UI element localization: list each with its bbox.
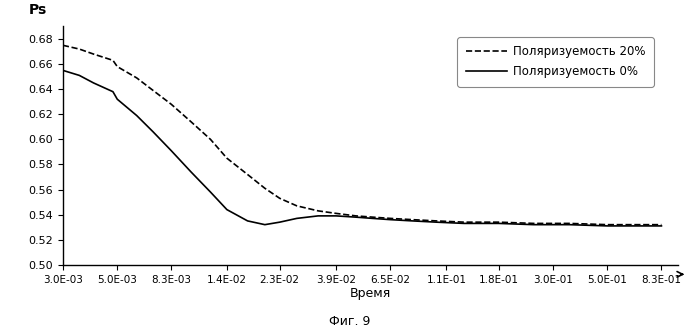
Поляризуемость 0%: [352, 215, 360, 219]
Поляризуемость 20%: [167, 102, 175, 106]
Поляризуемость 0%: [206, 190, 215, 194]
Поляризуемость 0%: [565, 223, 574, 227]
Поляризуемость 0%: [59, 69, 67, 72]
Поляризуемость 20%: [368, 215, 377, 219]
Поляризуемость 0%: [261, 223, 269, 227]
Поляризуемость 20%: [89, 52, 98, 56]
Поляризуемость 20%: [314, 209, 322, 213]
Поляризуемость 20%: [432, 219, 440, 223]
Поляризуемость 0%: [657, 224, 665, 228]
Поляризуемость 20%: [460, 220, 468, 224]
Поляризуемость 0%: [432, 220, 440, 224]
Поляризуемость 0%: [495, 221, 503, 225]
Поляризуемость 0%: [530, 223, 538, 227]
Поляризуемость 0%: [149, 130, 157, 134]
Поляризуемость 0%: [293, 216, 301, 220]
Поляризуемость 0%: [460, 221, 468, 225]
Поляризуемость 20%: [408, 218, 417, 222]
Поляризуемость 0%: [314, 214, 322, 218]
Поляризуемость 20%: [243, 172, 252, 176]
Поляризуемость 20%: [113, 65, 122, 69]
Поляризуемость 20%: [565, 221, 574, 225]
Поляризуемость 20%: [149, 88, 157, 92]
Поляризуемость 20%: [352, 214, 360, 218]
Поляризуемость 0%: [603, 224, 612, 228]
Поляризуемость 0%: [75, 73, 83, 77]
Поляризуемость 0%: [243, 219, 252, 223]
Поляризуемость 0%: [89, 81, 98, 85]
Поляризуемость 20%: [631, 223, 640, 227]
Поляризуемость 20%: [332, 212, 340, 215]
Поляризуемость 20%: [657, 223, 665, 227]
Поляризуемость 0%: [408, 219, 417, 223]
Line: Поляризуемость 20%: Поляризуемость 20%: [63, 45, 661, 225]
Поляризуемость 0%: [167, 149, 175, 153]
Поляризуемость 20%: [223, 156, 231, 160]
Поляризуемость 0%: [332, 214, 340, 218]
Поляризуемость 20%: [386, 216, 394, 220]
Поляризуемость 0%: [631, 224, 640, 228]
Поляризуемость 20%: [275, 196, 284, 200]
Поляризуемость 0%: [368, 216, 377, 220]
Поляризуемость 0%: [275, 220, 284, 224]
Поляризуемость 20%: [261, 186, 269, 190]
Поляризуемость 0%: [113, 97, 122, 101]
Поляризуемость 20%: [133, 76, 141, 80]
Поляризуемость 20%: [495, 220, 503, 224]
Поляризуемость 20%: [187, 120, 195, 124]
Поляризуемость 20%: [293, 204, 301, 208]
Line: Поляризуемость 0%: Поляризуемость 0%: [63, 71, 661, 226]
Поляризуемость 0%: [109, 90, 117, 94]
Text: Ps: Ps: [29, 3, 48, 17]
Text: Фиг. 9: Фиг. 9: [329, 315, 370, 328]
Поляризуемость 20%: [530, 221, 538, 225]
Поляризуемость 0%: [187, 170, 195, 174]
Поляризуемость 0%: [133, 114, 141, 118]
Поляризуемость 20%: [206, 137, 215, 141]
Поляризуемость 20%: [603, 223, 612, 227]
Поляризуемость 0%: [386, 218, 394, 222]
Поляризуемость 20%: [75, 47, 83, 51]
Поляризуемость 20%: [109, 58, 117, 62]
Поляризуемость 0%: [223, 208, 231, 212]
Поляризуемость 20%: [59, 43, 67, 47]
X-axis label: Время: Время: [350, 287, 391, 300]
Legend: Поляризуемость 20%, Поляризуемость 0%: Поляризуемость 20%, Поляризуемость 0%: [457, 37, 654, 87]
